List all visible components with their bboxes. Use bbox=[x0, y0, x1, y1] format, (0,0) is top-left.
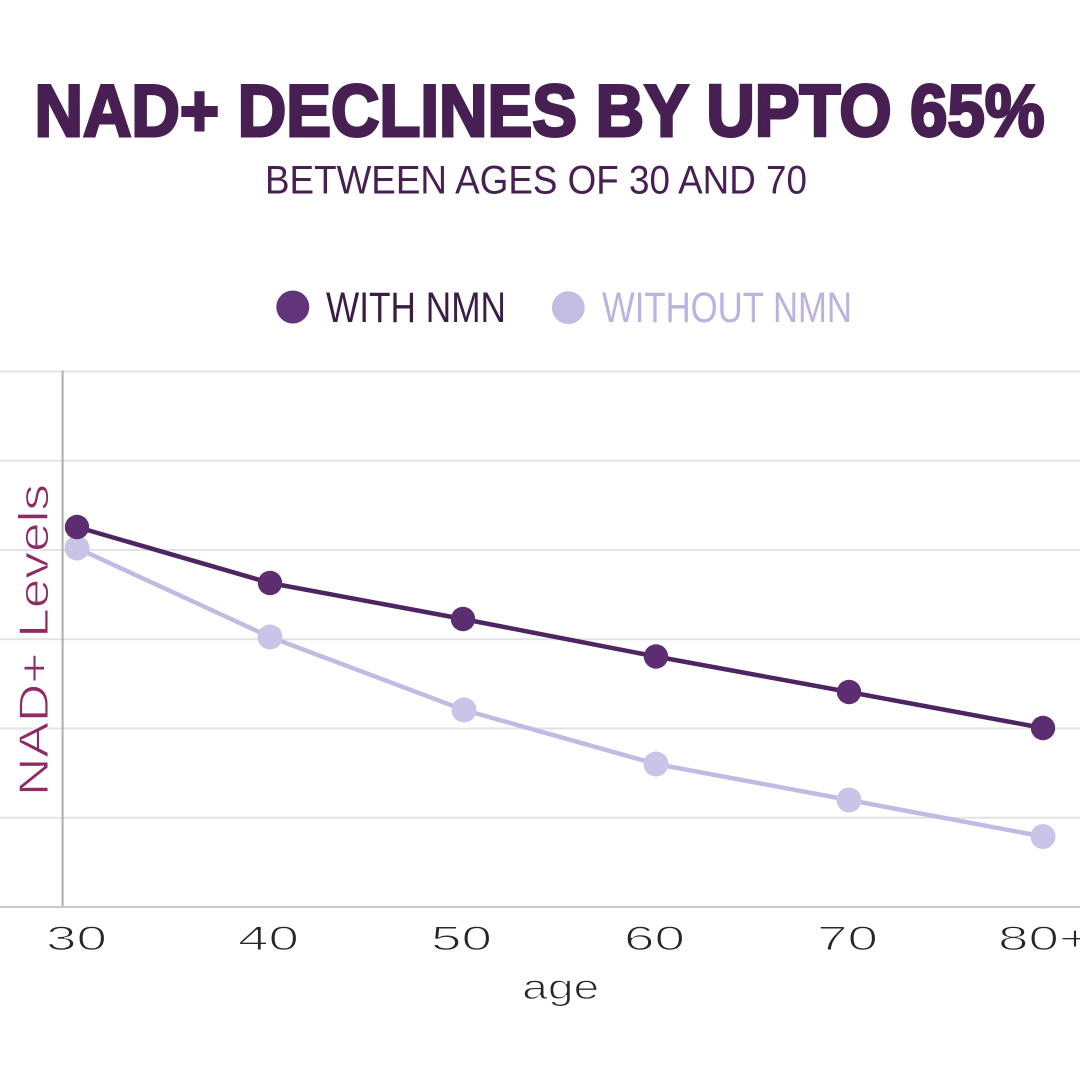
svg-text:50: 50 bbox=[431, 920, 492, 958]
svg-text:BETWEEN AGES OF 30 AND 70: BETWEEN AGES OF 30 AND 70 bbox=[265, 159, 807, 203]
svg-text:WITHOUT NMN: WITHOUT NMN bbox=[602, 285, 852, 332]
svg-text:NAD+ DECLINES BY UPTO 65%: NAD+ DECLINES BY UPTO 65% bbox=[35, 71, 1045, 152]
svg-text:NAD+ Levels: NAD+ Levels bbox=[10, 484, 57, 796]
svg-text:age: age bbox=[522, 968, 599, 1007]
svg-text:40: 40 bbox=[238, 920, 299, 958]
svg-text:80+: 80+ bbox=[998, 920, 1080, 958]
svg-text:30: 30 bbox=[46, 920, 107, 958]
svg-text:60: 60 bbox=[624, 920, 685, 958]
svg-text:70: 70 bbox=[817, 920, 878, 958]
svg-text:WITH NMN: WITH NMN bbox=[326, 285, 506, 332]
